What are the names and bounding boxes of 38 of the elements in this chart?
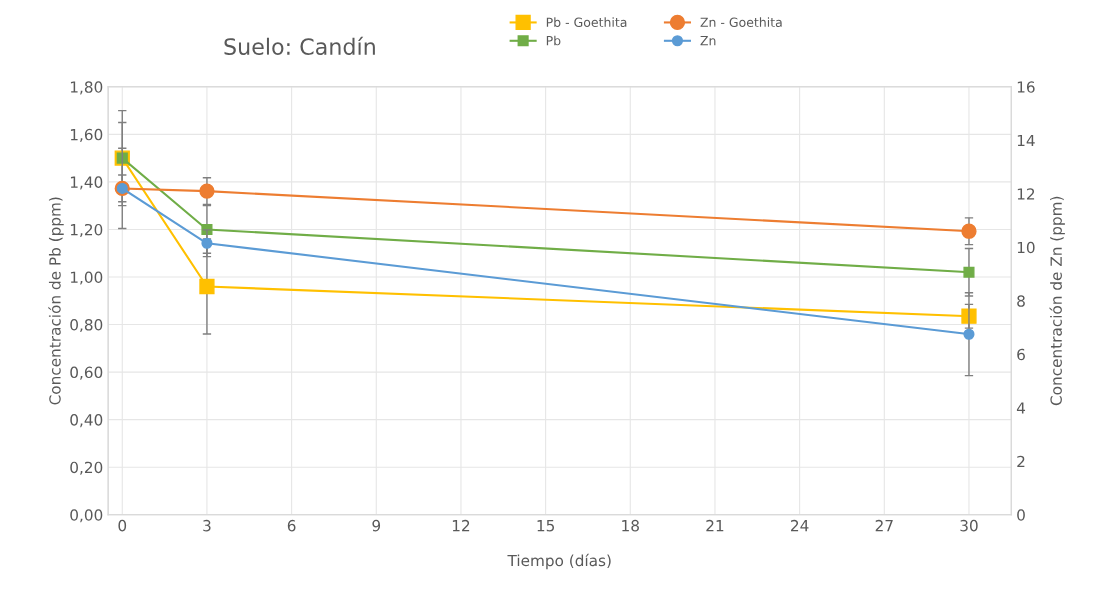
y-tick-label: 0,00 [70, 509, 103, 523]
x-tick-label: 24 [791, 519, 809, 532]
y2-tick-label: 12 [1017, 188, 1035, 200]
y-tick-label: 0,80 [70, 319, 103, 333]
x-tick-label: 30 [960, 519, 978, 532]
legend-label: Zn - Goethita [700, 17, 782, 27]
y-tick-label: 1,00 [70, 271, 103, 285]
y2-axis-title: Concentración de Zn (ppm) [1049, 196, 1065, 406]
y-tick-label: 0,60 [70, 366, 103, 380]
y2-tick-label: 4 [1016, 402, 1026, 414]
legend-label: Pb - Goethita [546, 17, 627, 27]
x-tick-label: 27 [875, 519, 893, 532]
y-axis-title: Concentración de Pb (ppm) [48, 197, 64, 405]
y-tick-label: 1,20 [70, 223, 103, 238]
y2-tick-label: 6 [1017, 348, 1025, 361]
y-tick-label: 0,40 [70, 414, 103, 428]
chart-title: Suelo: Candín [224, 36, 375, 55]
x-axis-title: Tiempo (días) [507, 553, 611, 570]
x-tick-label: 9 [372, 519, 381, 532]
y2-tick-label: 0 [1017, 509, 1025, 521]
x-tick-label: 3 [203, 519, 211, 532]
legend-label: Zn [700, 36, 716, 46]
y2-tick-label: 10 [1017, 241, 1035, 254]
y2-tick-label: 8 [1017, 295, 1025, 307]
legend-label: Pb [546, 35, 561, 46]
y-tick-label: 1,80 [70, 81, 103, 95]
x-tick-label: 0 [118, 519, 127, 532]
y2-tick-label: 2 [1017, 455, 1025, 468]
x-tick-label: 12 [452, 519, 470, 532]
y-tick-label: 1,40 [70, 176, 103, 190]
x-tick-label: 15 [537, 520, 554, 532]
x-tick-label: 18 [622, 519, 639, 532]
x-tick-label: 21 [706, 519, 724, 532]
x-tick-label: 6 [287, 519, 296, 532]
y-tick-label: 1,60 [70, 128, 103, 142]
y2-tick-label: 16 [1017, 81, 1035, 93]
y2-tick-label: 14 [1017, 134, 1035, 147]
y-tick-label: 0,20 [70, 461, 103, 475]
